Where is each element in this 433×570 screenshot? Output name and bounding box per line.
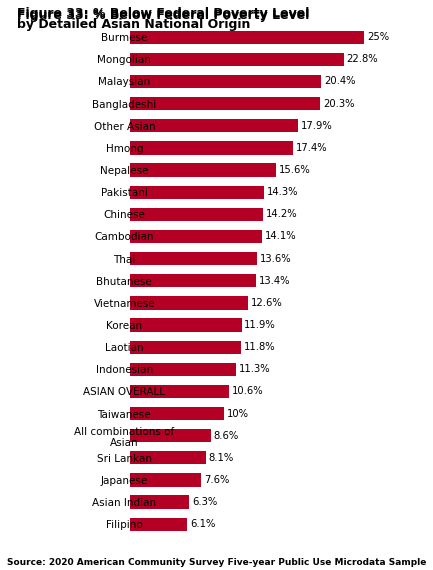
Bar <box>130 363 236 376</box>
Text: by Detailed Asian National Origin: by Detailed Asian National Origin <box>17 18 251 31</box>
Text: 14.3%: 14.3% <box>267 187 298 197</box>
Bar <box>130 185 264 199</box>
Text: Source: 2020 American Community Survey Five-year Public Use Microdata Sample: Source: 2020 American Community Survey F… <box>7 558 426 567</box>
Text: 20.3%: 20.3% <box>323 99 355 109</box>
Bar <box>130 164 276 177</box>
Bar <box>130 52 344 66</box>
Text: 11.3%: 11.3% <box>239 364 270 374</box>
Bar <box>130 451 206 465</box>
Text: 11.8%: 11.8% <box>243 342 275 352</box>
Text: 17.4%: 17.4% <box>296 143 328 153</box>
Bar <box>130 207 263 221</box>
Text: 6.3%: 6.3% <box>192 497 217 507</box>
Text: 7.6%: 7.6% <box>204 475 229 485</box>
Text: 8.1%: 8.1% <box>209 453 234 463</box>
Bar <box>130 296 248 310</box>
Text: 15.6%: 15.6% <box>279 165 311 175</box>
Bar <box>130 230 262 243</box>
Bar <box>130 252 258 265</box>
Text: 13.6%: 13.6% <box>260 254 292 263</box>
Text: 20.4%: 20.4% <box>324 76 355 87</box>
Bar <box>130 141 293 154</box>
Text: 10%: 10% <box>226 409 249 418</box>
Text: 25%: 25% <box>367 32 389 42</box>
Text: 14.2%: 14.2% <box>266 209 297 219</box>
Bar <box>130 31 365 44</box>
Text: 12.6%: 12.6% <box>251 298 283 308</box>
Bar <box>130 75 321 88</box>
Bar <box>130 473 201 487</box>
Text: 8.6%: 8.6% <box>213 431 239 441</box>
Text: 22.8%: 22.8% <box>346 54 378 64</box>
Bar <box>130 429 210 442</box>
Text: 14.1%: 14.1% <box>265 231 297 242</box>
Bar <box>130 495 189 509</box>
Bar <box>130 407 224 420</box>
Text: 13.4%: 13.4% <box>259 276 290 286</box>
Text: 11.9%: 11.9% <box>244 320 276 330</box>
Text: 17.9%: 17.9% <box>301 121 333 131</box>
Bar <box>130 385 229 398</box>
Text: 10.6%: 10.6% <box>232 386 264 396</box>
Bar <box>130 518 187 531</box>
Text: Figure 33: % Below Federal Poverty Level: Figure 33: % Below Federal Poverty Level <box>17 9 310 22</box>
Bar <box>130 97 320 110</box>
Text: Figure 33: % Below Federal Poverty Level: Figure 33: % Below Federal Poverty Level <box>17 7 310 20</box>
Text: 6.1%: 6.1% <box>190 519 215 530</box>
Bar <box>130 319 242 332</box>
Bar <box>130 340 241 354</box>
Bar <box>130 274 255 287</box>
Bar <box>130 119 298 132</box>
